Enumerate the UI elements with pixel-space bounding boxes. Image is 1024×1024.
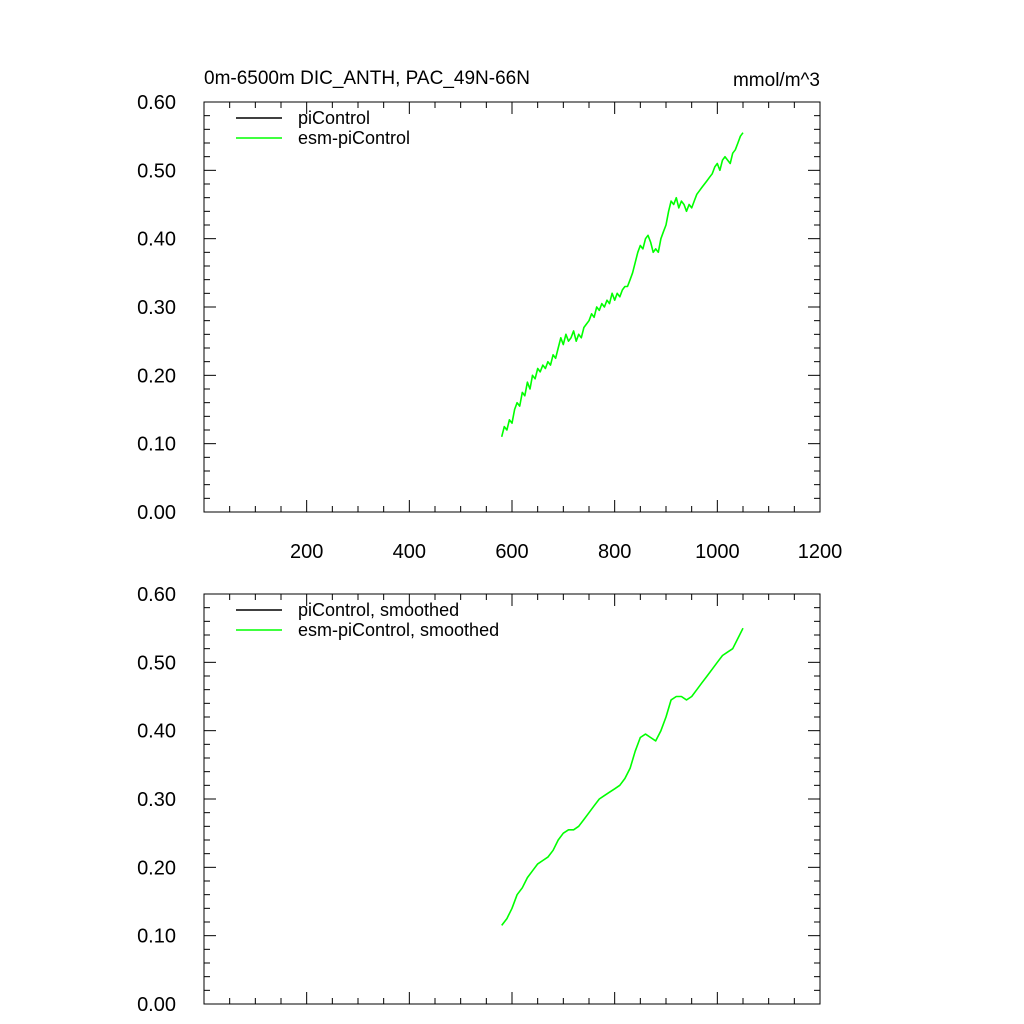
y-tick-label: 0.30 — [137, 297, 176, 319]
chart-title: 0m-6500m DIC_ANTH, PAC_49N-66N — [204, 68, 530, 89]
y-tick-label: 0.10 — [137, 926, 176, 948]
legend-label: esm-piControl — [298, 128, 410, 148]
legend-label: esm-piControl, smoothed — [298, 620, 499, 640]
x-tick-label: 200 — [290, 541, 323, 563]
y-tick-label: 0.00 — [137, 994, 176, 1016]
y-tick-label: 0.50 — [137, 652, 176, 674]
y-tick-label: 0.10 — [137, 434, 176, 456]
x-tick-label: 400 — [393, 541, 426, 563]
y-tick-label: 0.60 — [137, 92, 176, 114]
y-tick-label: 0.30 — [137, 789, 176, 811]
y-tick-label: 0.50 — [137, 160, 176, 182]
y-tick-label: 0.20 — [137, 365, 176, 387]
series-line-esm-picontrol — [501, 627, 744, 926]
x-tick-label: 1200 — [798, 541, 843, 563]
x-tick-label: 800 — [598, 541, 631, 563]
legend-label: piControl, smoothed — [298, 600, 459, 620]
bottom-panel: 0.00 0.10 0.20 0.30 0.40 0.50 0.60 piControl, s… — [137, 584, 821, 1016]
y-tick-label: 0.40 — [137, 229, 176, 251]
y-tick-label: 0.00 — [137, 502, 176, 524]
top-panel: 200 400 600 800 1000 1200 0.00 0.10 0.20 0.30 0.40… — [137, 92, 842, 563]
units-label: mmol/m^3 — [733, 70, 820, 91]
y-tick-label: 0.60 — [137, 584, 176, 606]
legend-label: piControl — [298, 108, 370, 128]
x-tick-label: 600 — [495, 541, 528, 563]
series-line-esm-picontrol — [500, 132, 744, 437]
x-tick-label: 1000 — [695, 541, 740, 563]
y-tick-label: 0.20 — [137, 857, 176, 879]
y-tick-label: 0.40 — [137, 721, 176, 743]
